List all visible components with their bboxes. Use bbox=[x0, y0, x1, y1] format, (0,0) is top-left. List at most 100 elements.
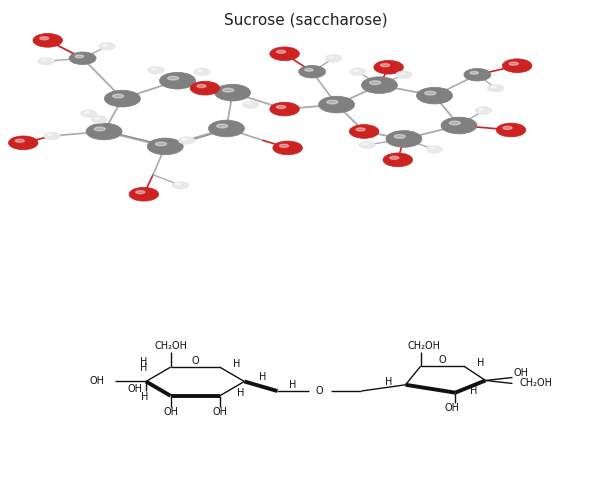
Ellipse shape bbox=[103, 44, 108, 46]
Ellipse shape bbox=[270, 47, 299, 61]
Ellipse shape bbox=[136, 191, 145, 194]
Ellipse shape bbox=[475, 107, 492, 115]
Ellipse shape bbox=[280, 144, 289, 147]
Ellipse shape bbox=[247, 103, 252, 104]
Text: OH: OH bbox=[445, 403, 460, 413]
Text: OH: OH bbox=[128, 383, 143, 393]
Ellipse shape bbox=[430, 147, 435, 149]
Ellipse shape bbox=[449, 121, 460, 125]
Ellipse shape bbox=[386, 130, 422, 147]
Text: H: H bbox=[289, 380, 297, 390]
Text: CH₂OH: CH₂OH bbox=[520, 378, 553, 388]
Ellipse shape bbox=[487, 84, 504, 92]
Ellipse shape bbox=[327, 100, 338, 104]
Ellipse shape bbox=[176, 183, 181, 185]
Ellipse shape bbox=[80, 110, 97, 118]
Ellipse shape bbox=[198, 70, 203, 71]
Ellipse shape bbox=[99, 42, 116, 50]
Text: OH: OH bbox=[89, 376, 104, 386]
Ellipse shape bbox=[40, 37, 49, 40]
Ellipse shape bbox=[223, 88, 234, 92]
Ellipse shape bbox=[94, 127, 105, 131]
Ellipse shape bbox=[129, 187, 159, 201]
Ellipse shape bbox=[273, 141, 302, 155]
Ellipse shape bbox=[354, 70, 359, 71]
Ellipse shape bbox=[113, 94, 124, 98]
Ellipse shape bbox=[193, 68, 211, 76]
Ellipse shape bbox=[426, 145, 443, 153]
Ellipse shape bbox=[417, 87, 452, 104]
Text: OH: OH bbox=[212, 407, 227, 417]
Ellipse shape bbox=[190, 81, 220, 95]
Text: H: H bbox=[477, 358, 484, 368]
Ellipse shape bbox=[400, 73, 405, 74]
Ellipse shape bbox=[390, 156, 399, 159]
Ellipse shape bbox=[42, 59, 47, 61]
Ellipse shape bbox=[91, 116, 108, 124]
Ellipse shape bbox=[356, 128, 365, 131]
Text: O: O bbox=[192, 356, 199, 366]
Ellipse shape bbox=[299, 65, 326, 78]
Ellipse shape bbox=[182, 138, 187, 140]
Ellipse shape bbox=[349, 124, 379, 138]
Ellipse shape bbox=[503, 126, 512, 129]
Ellipse shape bbox=[370, 81, 381, 85]
Ellipse shape bbox=[329, 56, 334, 58]
Text: H: H bbox=[385, 377, 392, 387]
Text: Sucrose (saccharose): Sucrose (saccharose) bbox=[224, 12, 388, 27]
Ellipse shape bbox=[69, 52, 96, 65]
Ellipse shape bbox=[168, 76, 179, 80]
Ellipse shape bbox=[319, 96, 354, 113]
Ellipse shape bbox=[37, 57, 54, 65]
Ellipse shape bbox=[395, 71, 412, 79]
Ellipse shape bbox=[359, 141, 376, 149]
Ellipse shape bbox=[43, 132, 61, 140]
Ellipse shape bbox=[48, 134, 53, 135]
Ellipse shape bbox=[75, 55, 84, 58]
Text: O: O bbox=[438, 355, 446, 365]
Ellipse shape bbox=[33, 33, 62, 47]
Ellipse shape bbox=[464, 68, 491, 81]
Text: H: H bbox=[259, 372, 266, 382]
Ellipse shape bbox=[105, 90, 140, 107]
Ellipse shape bbox=[147, 66, 165, 74]
Ellipse shape bbox=[178, 136, 195, 144]
Ellipse shape bbox=[394, 134, 405, 138]
Ellipse shape bbox=[84, 112, 89, 113]
Ellipse shape bbox=[441, 117, 477, 134]
Ellipse shape bbox=[86, 123, 122, 140]
Text: O: O bbox=[316, 386, 323, 396]
Text: H: H bbox=[237, 388, 244, 398]
Ellipse shape bbox=[9, 136, 38, 150]
Ellipse shape bbox=[470, 71, 479, 74]
Ellipse shape bbox=[362, 77, 397, 94]
Ellipse shape bbox=[15, 139, 24, 142]
Ellipse shape bbox=[147, 138, 183, 155]
Ellipse shape bbox=[160, 72, 195, 89]
Ellipse shape bbox=[155, 142, 166, 146]
Ellipse shape bbox=[172, 181, 189, 189]
Ellipse shape bbox=[509, 62, 518, 65]
Text: OH: OH bbox=[163, 407, 178, 417]
Ellipse shape bbox=[502, 59, 532, 73]
Text: H: H bbox=[140, 357, 147, 367]
Ellipse shape bbox=[305, 68, 313, 71]
Ellipse shape bbox=[479, 109, 484, 110]
Text: H: H bbox=[140, 363, 147, 373]
Ellipse shape bbox=[215, 84, 250, 101]
Ellipse shape bbox=[349, 68, 367, 76]
Ellipse shape bbox=[152, 68, 157, 70]
Ellipse shape bbox=[496, 123, 526, 137]
Ellipse shape bbox=[381, 64, 390, 67]
Ellipse shape bbox=[277, 50, 286, 53]
Ellipse shape bbox=[209, 120, 244, 137]
Ellipse shape bbox=[363, 143, 368, 144]
Ellipse shape bbox=[325, 54, 342, 62]
Text: CH₂OH: CH₂OH bbox=[407, 341, 440, 351]
Text: CH₂OH: CH₂OH bbox=[154, 341, 187, 351]
Text: H: H bbox=[469, 386, 477, 396]
Ellipse shape bbox=[95, 118, 100, 119]
Ellipse shape bbox=[197, 85, 206, 88]
Text: H: H bbox=[233, 359, 241, 369]
Text: H: H bbox=[141, 392, 149, 402]
